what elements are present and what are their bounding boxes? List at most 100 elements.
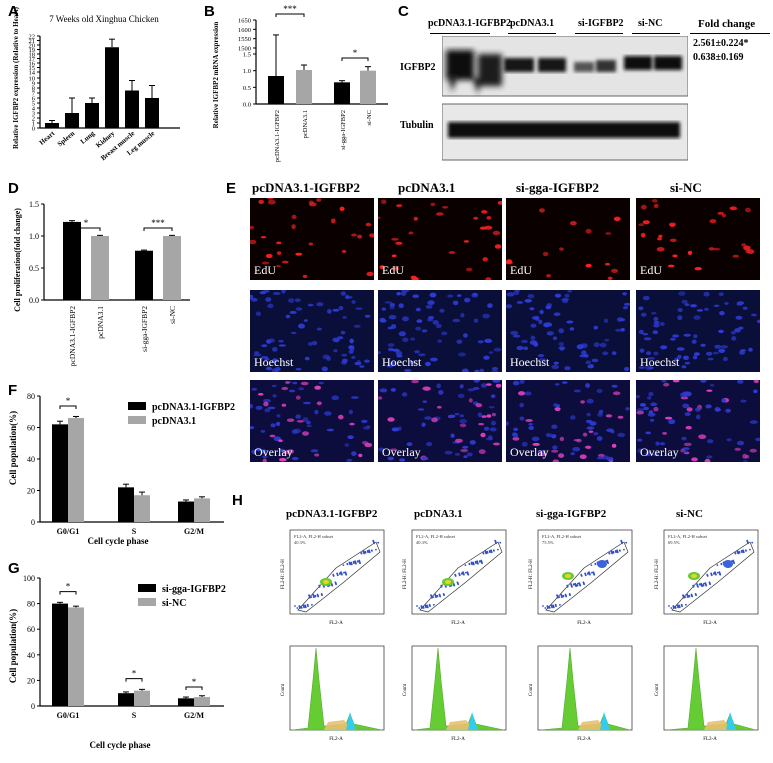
edu-col-2: pcDNA3.1 bbox=[398, 180, 456, 195]
chart-b-ytick-label: 1500 bbox=[238, 46, 251, 53]
flow-hist-s-phase bbox=[578, 720, 606, 730]
nuclei bbox=[506, 208, 621, 280]
chart-g-sig-2-label: * bbox=[132, 669, 137, 679]
chart-a-ytick-label: 15 bbox=[29, 65, 36, 72]
chart-d-sig-2-label: *** bbox=[151, 218, 165, 228]
chart-a-ytick-label: 19 bbox=[29, 47, 36, 54]
chart-g-bar bbox=[68, 607, 84, 706]
chart-a-ytick-label: 4 bbox=[32, 106, 36, 113]
flow-gate-polygon bbox=[297, 541, 381, 613]
edu-row-label: Hoechst bbox=[382, 355, 422, 369]
row-label-igfbp2: IGFBP2 bbox=[400, 62, 436, 73]
chart-g-sig-1-label: * bbox=[66, 582, 71, 592]
chart-a-bar bbox=[125, 90, 139, 128]
chart-f-ytick-label: 20 bbox=[27, 487, 35, 496]
chart-f-ytick-label: 40 bbox=[27, 455, 35, 464]
chart-b-bar bbox=[296, 70, 312, 104]
chart-d-category-label: si-gga-IGFBP2 bbox=[140, 306, 149, 352]
chart-g-bar bbox=[134, 690, 150, 706]
chart-b-sig-2-label: * bbox=[353, 48, 358, 58]
flow-col-1: pcDNA3.1-IGFBP2 bbox=[286, 508, 378, 520]
chart-a-ylabel: Relative IGFBP2 expression (Relative to … bbox=[12, 6, 20, 149]
flow-col-4: si-NC bbox=[676, 508, 703, 520]
lane-label-2: pcDNA3.1 bbox=[510, 18, 555, 29]
chart-g-ytick-label: 60 bbox=[27, 625, 35, 634]
edu-image-edu-4: EdU bbox=[636, 198, 760, 280]
chart-a-title: 7 Weeks old Xinghua Chicken bbox=[49, 14, 159, 24]
flow-scatter-frame bbox=[537, 529, 633, 615]
edu-image-overlay-2: Overlay bbox=[378, 380, 502, 462]
nuclei bbox=[506, 380, 630, 462]
flow-density-peak bbox=[445, 580, 451, 584]
chart-g-sig-3-label: * bbox=[192, 677, 197, 687]
chart-f-ytick-label: 80 bbox=[27, 392, 35, 401]
chart-d-bar bbox=[91, 236, 109, 300]
chart-a-ytick-label: 7 bbox=[32, 91, 36, 98]
chart-d-ytick-label: 0.5 bbox=[29, 264, 39, 273]
fold-value-2: 0.638±0.169 bbox=[693, 52, 744, 63]
nuclei bbox=[378, 199, 502, 280]
flow-histogram-3: FL2-A Count bbox=[524, 640, 636, 752]
flow-x-axis-label: FL2-A bbox=[703, 621, 717, 626]
chart-f-bar bbox=[178, 501, 194, 522]
flow-scatter-frame bbox=[411, 529, 507, 615]
chart-a-ytick-label: 16 bbox=[29, 61, 36, 68]
chart-a-ytick-label: 20 bbox=[29, 43, 36, 50]
flow-hist-frame bbox=[289, 645, 385, 731]
chart-a-ytick-label: 22 bbox=[29, 34, 36, 41]
flow-gate-percent: 69.5% bbox=[668, 540, 680, 545]
chart-a-ytick-label: 2 bbox=[32, 116, 35, 123]
chart-d-category-label: pcDNA3.1-IGFBP2 bbox=[68, 306, 77, 366]
flow-gate-percent: 40.3% bbox=[294, 540, 306, 545]
chart-b-ytick-label: 1600 bbox=[238, 27, 251, 34]
chart-f-bar bbox=[52, 424, 68, 522]
chart-d-ylabel: Cell proliferation(fold change) bbox=[13, 208, 22, 312]
chart-f-legend-swatch bbox=[128, 402, 146, 410]
flow-hist-s-phase bbox=[446, 720, 474, 730]
chart-f-legend-label: pcDNA3.1-IGFBP2 bbox=[152, 402, 235, 413]
panel-letter-h: H bbox=[232, 492, 243, 509]
flow-hist-y-axis-label: Count bbox=[403, 683, 408, 696]
chart-b-ytick-label: 0.0 bbox=[243, 102, 251, 109]
chart-a-ytick-label: 21 bbox=[29, 38, 36, 45]
chart-a-ytick-label: 17 bbox=[29, 56, 36, 63]
flow-hist-y-axis-label: Count bbox=[529, 683, 534, 696]
nuclei bbox=[638, 199, 755, 271]
flow-gate-percent: 75.5% bbox=[542, 540, 554, 545]
flow-x-axis-label: FL2-A bbox=[577, 621, 591, 626]
flow-density-peak bbox=[691, 574, 697, 578]
chart-a-ytick-label: 10 bbox=[29, 76, 36, 83]
blot-image bbox=[442, 36, 688, 161]
chart-b-bar bbox=[360, 70, 376, 104]
panel-letter-g: G bbox=[8, 560, 20, 577]
chart-g-ytick-label: 0 bbox=[31, 702, 35, 711]
flow-histogram-4: FL2-A Count bbox=[650, 640, 762, 752]
lane-label-1: pcDNA3.1-IGFBP2 bbox=[428, 18, 512, 29]
edu-row-label: Hoechst bbox=[510, 355, 550, 369]
chart-f-legend-label: pcDNA3.1 bbox=[152, 416, 196, 427]
chart-g-bar bbox=[52, 603, 68, 706]
chart-b-sig-1-bracket bbox=[275, 13, 305, 17]
flow-y-axis-label: FL2-H: FL2-H bbox=[281, 559, 286, 589]
chart-b-ylabel: Relative IGFBP2 mRNA expression bbox=[212, 22, 220, 129]
flow-hist-y-axis-label: Count bbox=[655, 683, 660, 696]
chart-f-ylabel: Cell population(%) bbox=[8, 411, 18, 485]
flow-hist-g1-peak bbox=[665, 647, 757, 731]
flow-gate-label: FL2-A, FL2-H subset bbox=[416, 534, 456, 540]
fold-value-1: 2.561±0.224* bbox=[693, 38, 749, 49]
flow-gate-polygon bbox=[419, 541, 503, 613]
panel-letter-a: A bbox=[8, 3, 19, 20]
flow-y-axis-label: FL2-H: FL2-H bbox=[655, 559, 660, 589]
panel-letter-e: E bbox=[226, 180, 237, 197]
chart-a-category-label: Heart bbox=[38, 129, 57, 147]
nuclei bbox=[250, 290, 371, 372]
chart-g-ylabel: Cell population(%) bbox=[8, 609, 18, 683]
chart-f: Cell population(%) Cell cycle phase 0 20 4… bbox=[8, 392, 235, 546]
chart-g-category-label: G2/M bbox=[184, 711, 204, 720]
chart-b-ytick-label: 1550 bbox=[238, 36, 251, 43]
nuclei bbox=[638, 291, 760, 371]
chart-g-ytick-label: 40 bbox=[27, 651, 35, 660]
flow-hist-s-phase bbox=[324, 720, 352, 730]
chart-b-ytick-label: 1.5 bbox=[243, 52, 251, 59]
flow-scatter-plot-4: FL2-A, FL2-H subset 69.5% FL2-A FL2-H: FL2-… bbox=[650, 524, 762, 636]
